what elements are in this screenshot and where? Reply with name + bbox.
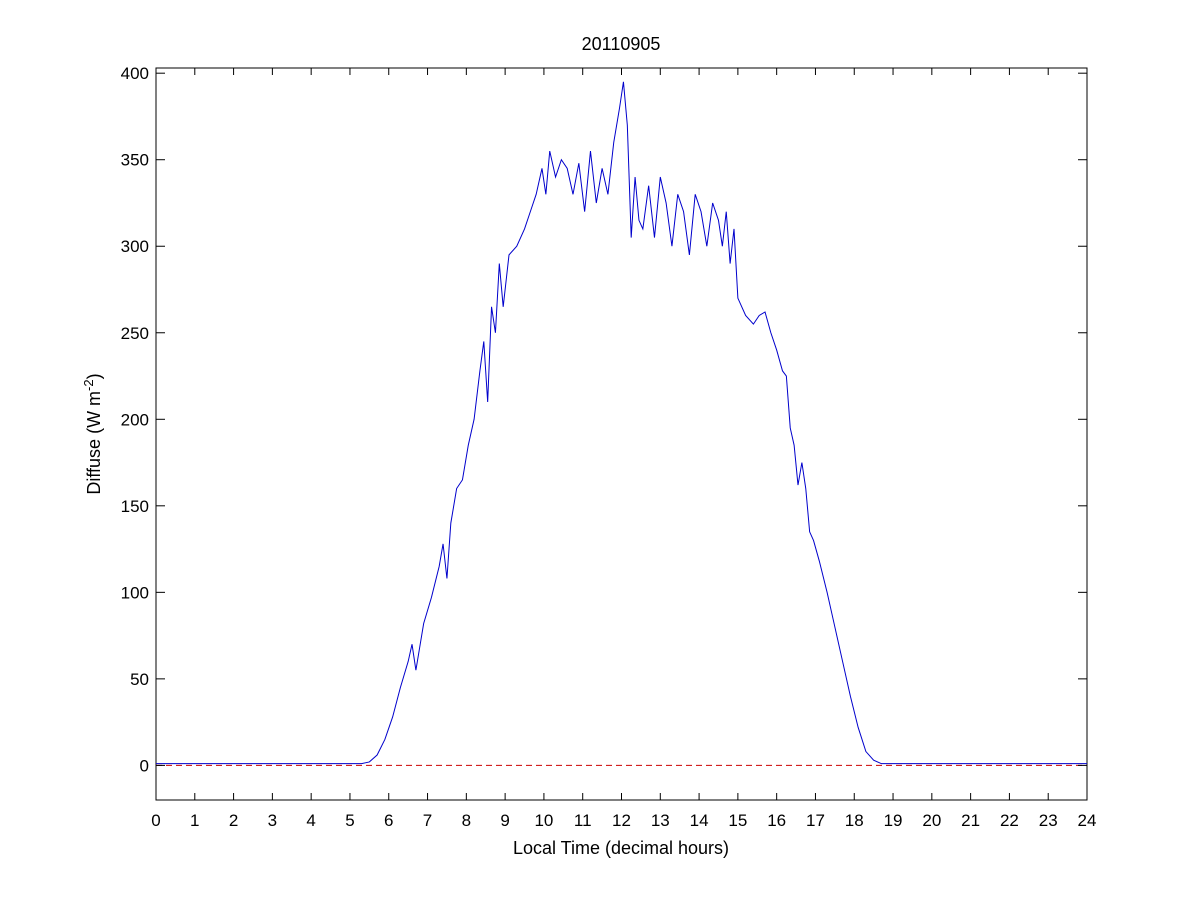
x-tick-label: 20: [922, 811, 941, 830]
x-tick-label: 4: [306, 811, 315, 830]
x-tick-label: 17: [806, 811, 825, 830]
x-axis-label: Local Time (decimal hours): [513, 838, 729, 858]
y-axis: 0 50 100 150 200 250 300 350 400: [121, 64, 1087, 775]
y-tick-label: 300: [121, 237, 149, 256]
y-tick-label: 0: [140, 756, 149, 775]
x-tick-label: 7: [423, 811, 432, 830]
y-axis-label-suffix: ): [84, 373, 104, 379]
x-tick-label: 24: [1078, 811, 1097, 830]
x-tick-label: 1: [190, 811, 199, 830]
y-axis-label: Diffuse (W m-2): [81, 373, 104, 494]
series-0-line: [156, 81, 1087, 765]
x-tick-label: 2: [229, 811, 238, 830]
x-tick-label: 11: [574, 811, 592, 830]
y-tick-label: 150: [121, 497, 149, 516]
x-tick-label: 6: [384, 811, 393, 830]
y-tick-label: 250: [121, 324, 149, 343]
y-tick-label: 200: [121, 410, 149, 429]
x-tick-label: 12: [612, 811, 631, 830]
x-tick-label: 15: [728, 811, 747, 830]
x-tick-label: 14: [690, 811, 709, 830]
x-tick-label: 19: [884, 811, 903, 830]
x-tick-label: 10: [534, 811, 553, 830]
y-tick-label: 350: [121, 151, 149, 170]
y-axis-label-main: Diffuse (W m: [84, 391, 104, 495]
x-tick-label: 22: [1000, 811, 1019, 830]
y-tick-label: 400: [121, 64, 149, 83]
x-tick-label: 21: [961, 811, 980, 830]
x-tick-label: 0: [151, 811, 160, 830]
x-tick-label: 5: [345, 811, 354, 830]
y-tick-label: 50: [130, 670, 149, 689]
chart-title: 20110905: [582, 34, 661, 54]
plot-area: 0 1 2 3 4 5 6 7 8 9 10 11 12 13 14 15 16 17 18 19 20 21 22 23 24…: [121, 64, 1097, 830]
x-tick-label: 13: [651, 811, 670, 830]
x-tick-label: 23: [1039, 811, 1058, 830]
y-tick-label: 100: [121, 583, 149, 602]
x-tick-label: 9: [500, 811, 509, 830]
x-tick-label: 3: [268, 811, 277, 830]
series-layer: [156, 81, 1087, 766]
x-tick-label: 18: [845, 811, 864, 830]
x-tick-label: 16: [767, 811, 786, 830]
y-axis-label-superscript: -2: [81, 379, 96, 391]
x-axis: 0 1 2 3 4 5 6 7 8 9 10 11 12 13 14 15 16 17 18 19 20 21 22 23 24: [151, 68, 1096, 830]
x-tick-label: 8: [462, 811, 471, 830]
